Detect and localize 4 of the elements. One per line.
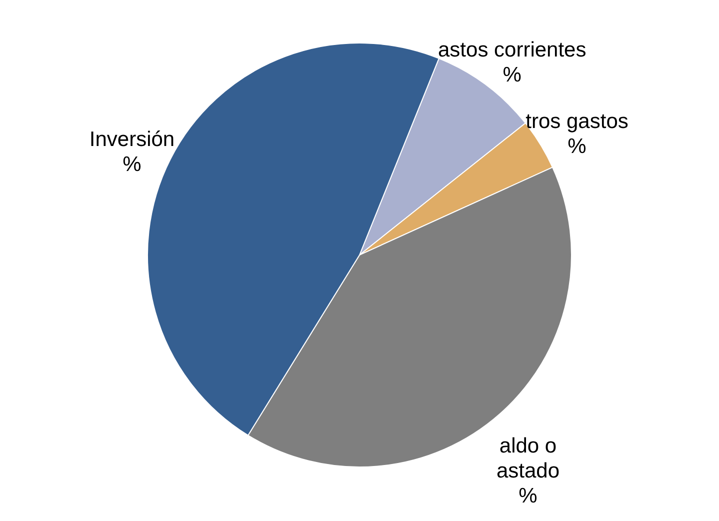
slice-label: aldo o astado % <box>496 434 560 508</box>
slice-label: Inversión % <box>89 128 175 176</box>
slice-label: astos corrientes % <box>438 38 586 87</box>
slice-label: tros gastos % <box>526 110 628 158</box>
